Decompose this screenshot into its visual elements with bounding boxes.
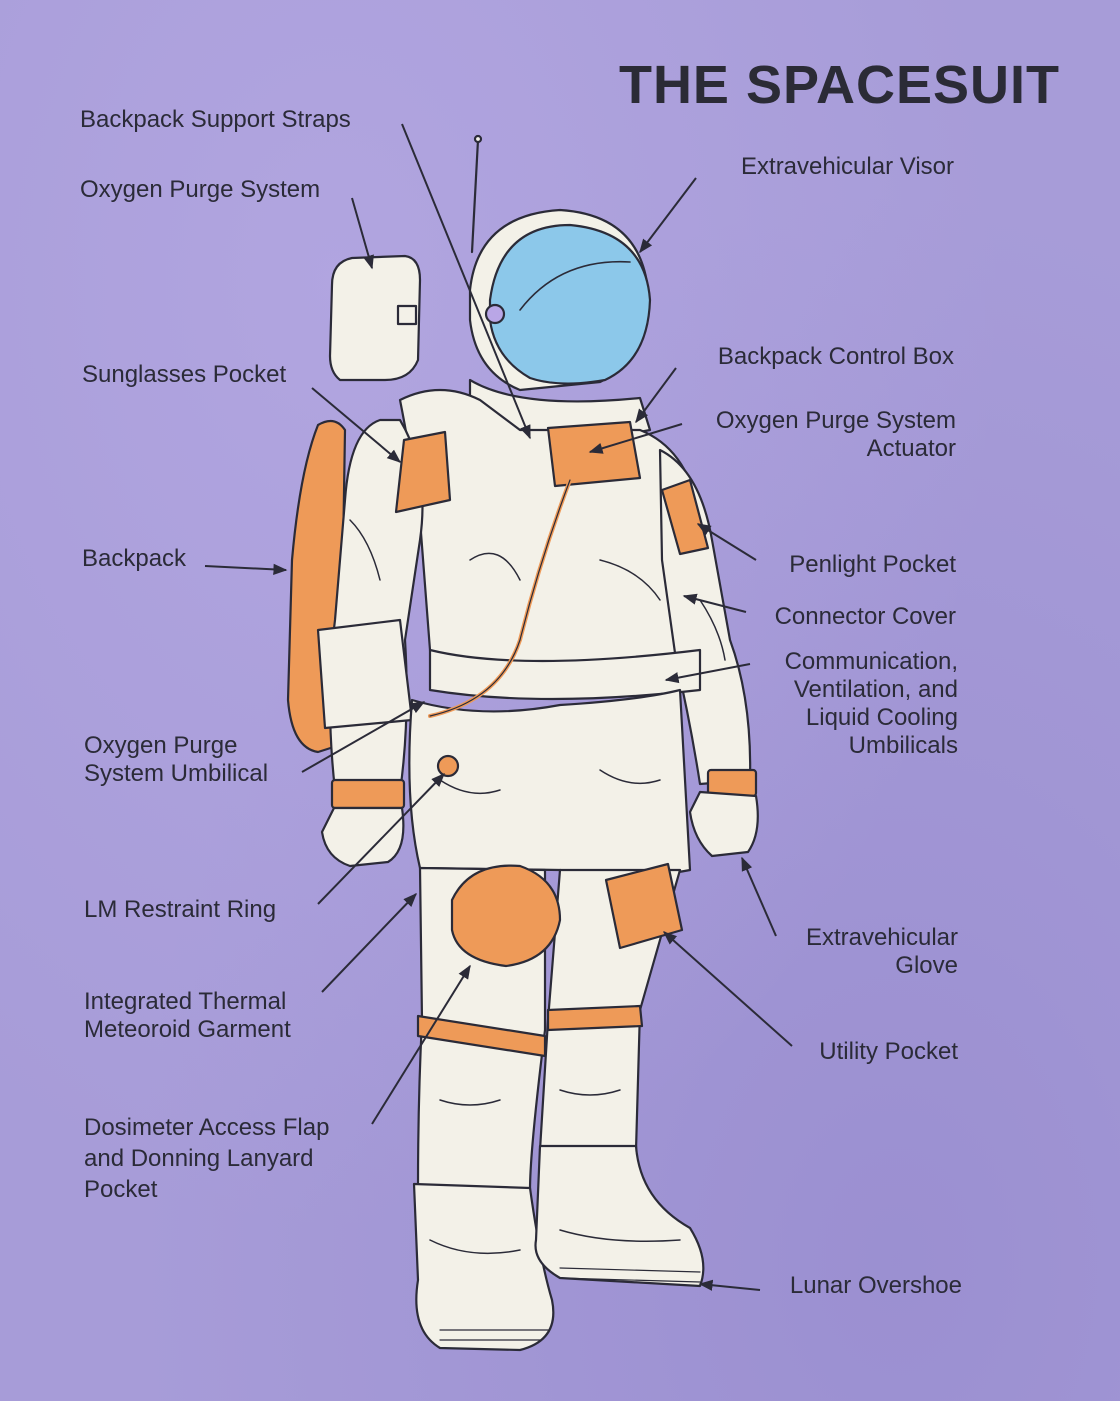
right-overshoe xyxy=(534,1144,705,1288)
label-lm-restraint-ring: LM Restraint Ring xyxy=(84,896,277,923)
leader-backpack xyxy=(204,563,288,575)
left-glove xyxy=(320,806,405,868)
leader-sunglasses-pocket xyxy=(311,387,402,463)
leader-lines xyxy=(204,123,793,1291)
right-leg-band xyxy=(546,1004,644,1032)
sunglasses-pocket xyxy=(394,430,452,514)
leader-extravehicular-glove xyxy=(741,856,777,937)
leader-integrated-thermal-garment xyxy=(321,892,417,993)
label-connector-cover: Connector Cover xyxy=(774,603,956,630)
utility-pocket xyxy=(604,862,684,950)
label-umbilicals: Communication, Ventilation, and Liquid C… xyxy=(784,648,958,759)
label-utility-pocket: Utility Pocket xyxy=(819,1038,958,1065)
label-dosimeter-access-flap: Dosimeter Access Flap and Donning Lanyar… xyxy=(84,1114,330,1203)
label-oxygen-purge-system-umbilical: Oxygen Purge System Umbilical xyxy=(84,732,269,787)
leader-backpack-support-straps xyxy=(401,123,531,440)
trousers xyxy=(408,688,692,877)
leader-oxygen-purge-actuator xyxy=(588,423,683,454)
leader-penlight-pocket xyxy=(696,523,757,561)
label-oxygen-purge-system-actuator: Oxygen Purge System Actuator xyxy=(715,407,956,462)
knee-patch xyxy=(450,864,562,968)
leader-lunar-overshoe xyxy=(698,1279,761,1291)
label-backpack-support-straps: Backpack Support Straps xyxy=(80,106,351,133)
label-backpack: Backpack xyxy=(82,545,187,572)
label-backpack-control-box: Backpack Control Box xyxy=(717,343,954,370)
label-oxygen-purge-system: Oxygen Purge System xyxy=(80,176,321,203)
leader-connector-cover xyxy=(682,593,747,613)
leader-oxygen-purge-system xyxy=(351,197,374,270)
right-glove xyxy=(688,790,759,858)
label-extravehicular-visor: Extravehicular Visor xyxy=(741,153,954,180)
oxygen-purge-system-box xyxy=(328,254,422,382)
leader-dosimeter-access-flap xyxy=(371,964,471,1125)
leader-umbilicals xyxy=(664,663,751,684)
extravehicular-visor xyxy=(488,223,652,385)
lm-restraint-ring xyxy=(436,754,460,778)
left-overshoe xyxy=(412,1182,555,1352)
antenna xyxy=(470,138,480,254)
leader-backpack-control-box xyxy=(635,367,677,424)
leader-utility-pocket xyxy=(662,931,793,1047)
left-leg-band xyxy=(416,1014,547,1058)
label-penlight-pocket: Penlight Pocket xyxy=(789,551,956,578)
diagram-title: THE SPACESUIT xyxy=(618,55,1060,115)
label-extravehicular-glove: Extravehicular Glove xyxy=(805,924,958,979)
backpack-control-box xyxy=(546,420,642,488)
label-sunglasses-pocket: Sunglasses Pocket xyxy=(82,361,287,388)
waist-belt xyxy=(428,648,702,701)
leader-oxygen-purge-umbilical xyxy=(301,701,426,773)
leader-lm-restraint-ring xyxy=(317,772,445,905)
left-glove-cuff xyxy=(330,778,406,810)
label-lunar-overshoe: Lunar Overshoe xyxy=(789,1272,962,1299)
penlight-pocket xyxy=(660,478,710,556)
label-integrated-thermal-meteoroid-garment: Integrated Thermal Meteoroid Garment xyxy=(84,988,291,1043)
leader-extravehicular-visor xyxy=(639,177,697,254)
